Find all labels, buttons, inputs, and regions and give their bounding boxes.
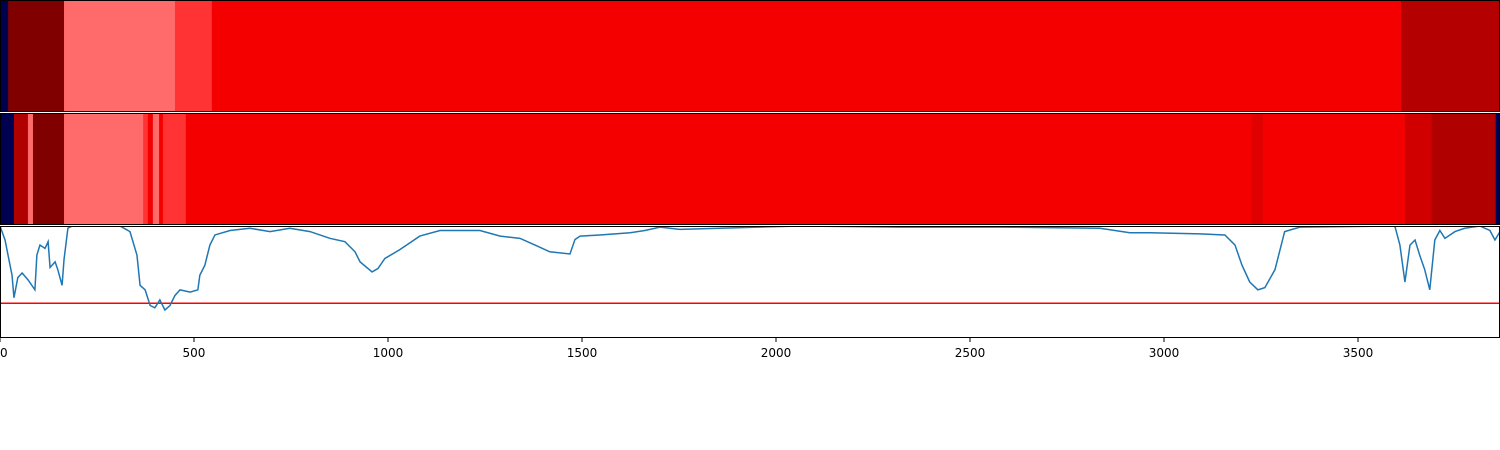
heat-cell [13, 113, 29, 225]
heat-cell [1401, 0, 1500, 112]
heat-cell [27, 113, 34, 225]
heat-cell [159, 113, 164, 225]
heat-cell [152, 113, 160, 225]
heat-cell [64, 113, 144, 225]
heat-cell [0, 0, 9, 112]
heat-cell [174, 0, 213, 112]
heat-cell [147, 113, 154, 225]
panel-frame [0, 226, 1500, 338]
line-series [0, 226, 1500, 312]
x-tick-label: 3500 [1343, 346, 1374, 360]
heat-cell [143, 113, 149, 225]
heat-cell [1262, 113, 1406, 225]
heat-cell [1495, 113, 1500, 225]
heat-cell [32, 113, 65, 225]
heat-cell [211, 0, 1402, 112]
x-tick-label: 1000 [373, 346, 404, 360]
x-tick-label: 3000 [1149, 346, 1180, 360]
x-tick-label: 0 [0, 346, 8, 360]
heat-cell [8, 0, 65, 112]
heat-cell [162, 113, 187, 225]
x-tick-label: 2500 [955, 346, 986, 360]
heat-cell [0, 113, 15, 225]
heat-cell [185, 113, 1253, 225]
x-tick-label: 1500 [567, 346, 598, 360]
heat-cell [1251, 113, 1264, 225]
heat-cell [1404, 113, 1433, 225]
x-tick-label: 2000 [761, 346, 792, 360]
heat-cell [64, 0, 176, 112]
heat-cell [1431, 113, 1497, 225]
x-tick-label: 500 [183, 346, 206, 360]
